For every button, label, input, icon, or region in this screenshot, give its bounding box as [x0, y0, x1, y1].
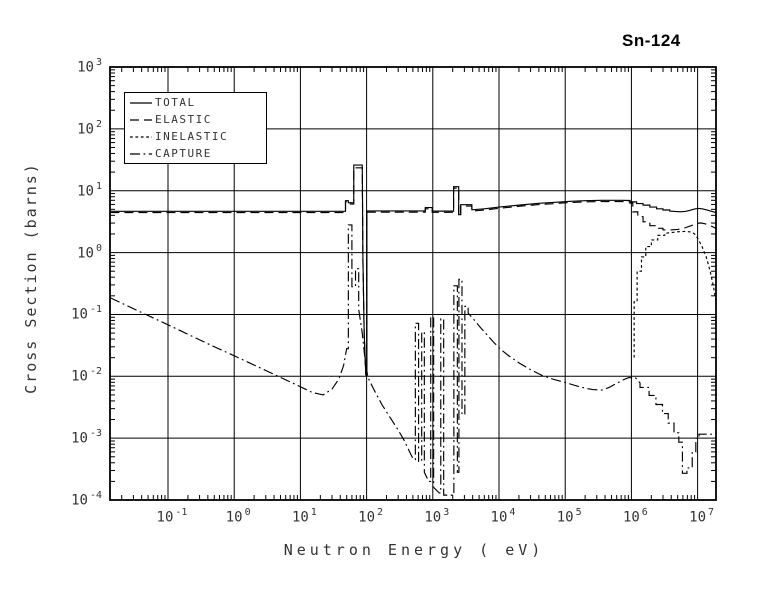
x-tick-label: 10 2: [358, 507, 384, 526]
series-elastic-line: [110, 167, 716, 376]
y-tick-label: 10 -4: [71, 490, 102, 509]
y-tick-label: 10 -2: [71, 366, 102, 385]
y-tick-label: 10 3: [77, 57, 102, 76]
total-line-sample-icon: [130, 101, 152, 104]
x-tick-label: 10 6: [622, 507, 648, 526]
x-axis-label: Neutron Energy ( eV): [283, 541, 545, 559]
y-tick-label: 10 0: [77, 242, 102, 262]
legend-label-total: TOTAL: [155, 96, 196, 109]
legend-box: TOTAL ELASTIC INELASTIC CAPTURE: [124, 92, 267, 164]
series-total-line: [110, 164, 716, 374]
legend-label-capture: CAPTURE: [155, 147, 212, 160]
series-inelastic-line: [633, 230, 716, 358]
plot-frame: [109, 66, 717, 501]
legend-item-total: TOTAL: [125, 95, 266, 111]
legend-item-capture: CAPTURE: [125, 146, 266, 162]
x-tick-label: 10 5: [556, 507, 582, 526]
legend-item-inelastic: INELASTIC: [125, 129, 266, 145]
x-tick-label: 10 4: [490, 507, 516, 526]
y-tick-label: 10 1: [77, 180, 102, 200]
inelastic-line-sample-icon: [130, 135, 152, 138]
x-tick-label: 10 0: [225, 507, 251, 526]
series-capture-line: [110, 224, 716, 496]
x-tick-label: 10 -1: [156, 507, 188, 526]
y-tick-label: 10 2: [77, 118, 102, 138]
x-tick-label: 10 7: [689, 507, 715, 526]
y-tick-label: 10 -1: [71, 304, 102, 324]
y-tick-label: 10 -3: [71, 428, 102, 447]
x-tick-label: 10 1: [291, 507, 317, 526]
x-tick-label: 10 3: [424, 507, 450, 526]
chart-title: Sn-124: [622, 31, 681, 50]
y-axis-label: Cross Section (barns): [22, 162, 40, 394]
capture-line-sample-icon: [130, 152, 152, 155]
legend-label-inelastic: INELASTIC: [155, 130, 229, 143]
elastic-line-sample-icon: [130, 118, 152, 121]
legend-item-elastic: ELASTIC: [125, 112, 266, 128]
legend-label-elastic: ELASTIC: [155, 113, 212, 126]
